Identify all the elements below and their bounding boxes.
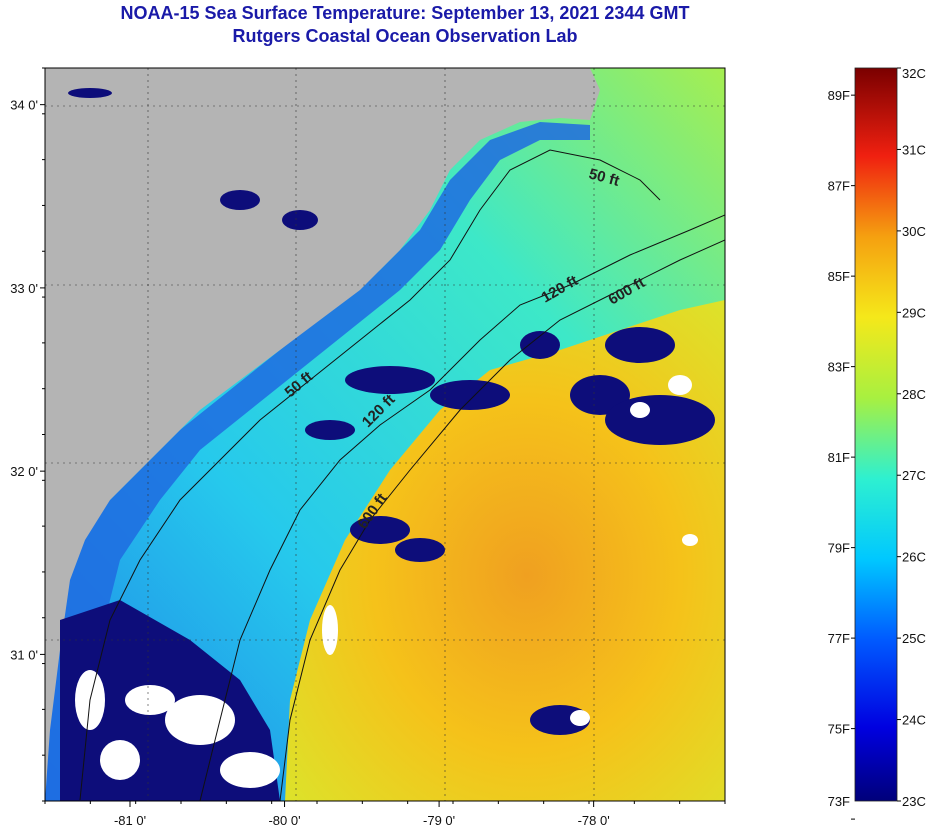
celsius-label: 32C: [902, 66, 926, 81]
grid-lines: [45, 68, 725, 801]
fahrenheit-label: 77F: [828, 631, 850, 646]
celsius-label: 27C: [902, 468, 926, 483]
contour-120ft: [199, 214, 725, 801]
lat-tick-label: 31 0': [10, 647, 38, 662]
colorbar-gradient: [854, 67, 898, 802]
celsius-label: 26C: [902, 550, 926, 565]
bathymetry-contours: [79, 149, 725, 801]
contour-600ft: [279, 239, 725, 801]
lon-tick-label: -79 0': [423, 813, 455, 828]
celsius-label: 31C: [902, 142, 926, 157]
fahrenheit-label: 73F: [828, 794, 850, 809]
celsius-label: 28C: [902, 387, 926, 402]
lon-tick-label: -80 0': [268, 813, 300, 828]
celsius-label: 25C: [902, 631, 926, 646]
lat-tick-label: 33 0': [10, 281, 38, 296]
fahrenheit-label: 89F: [828, 88, 850, 103]
contour-50ft: [79, 149, 661, 801]
map-subtitle: Rutgers Coastal Ocean Observation Lab: [232, 26, 578, 46]
lat-tick-label: 32 0': [10, 464, 38, 479]
coastal-water: [45, 122, 590, 801]
lon-tick-label: -78 0': [578, 813, 610, 828]
fahrenheit-label: 81F: [828, 450, 850, 465]
lon-tick-label: -81 0': [114, 813, 146, 828]
celsius-label: 29C: [902, 305, 926, 320]
fahrenheit-label: 79F: [828, 541, 850, 556]
land-mass: [45, 68, 600, 801]
celsius-label: 23C: [902, 794, 926, 809]
map-title: NOAA-15 Sea Surface Temperature: Septemb…: [120, 3, 690, 23]
fahrenheit-label: 83F: [828, 360, 850, 375]
celsius-label: 30C: [902, 224, 926, 239]
fahrenheit-label: 87F: [828, 179, 850, 194]
celsius-label: 24C: [902, 713, 926, 728]
map-image: [45, 68, 725, 801]
fahrenheit-label: 85F: [828, 269, 850, 284]
fahrenheit-label: 75F: [828, 722, 850, 737]
lat-tick-label: 34 0': [10, 98, 38, 113]
